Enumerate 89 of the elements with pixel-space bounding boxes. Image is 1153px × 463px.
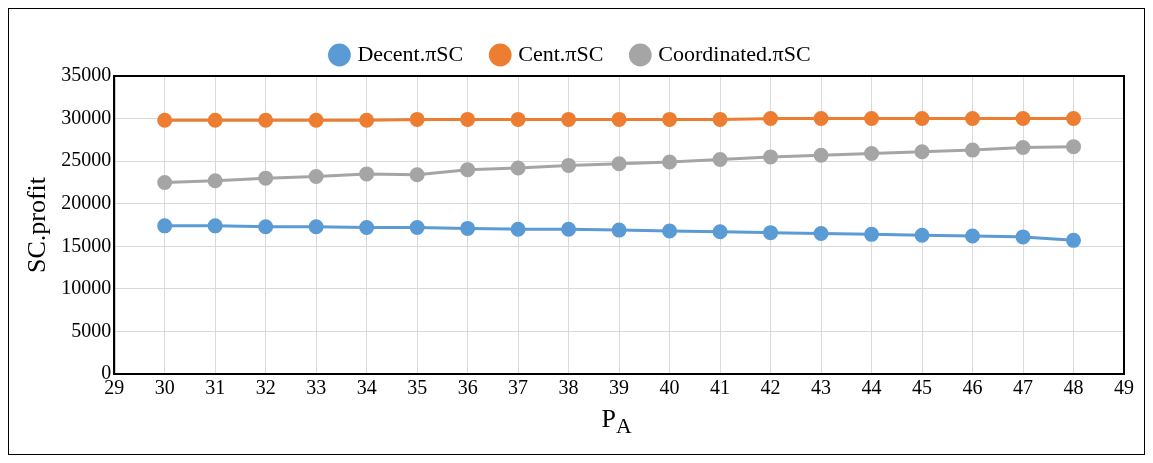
point [763,149,779,165]
point [157,174,173,190]
point [359,112,375,128]
point [1066,232,1082,248]
point [1015,229,1031,245]
x-tick-label: 35 [407,376,428,399]
y-tick-label: 25000 [61,148,112,171]
point [258,170,274,186]
point [611,111,627,127]
point [157,218,173,234]
x-tick-label: 32 [255,376,276,399]
x-tick-label: 37 [508,376,529,399]
point [611,156,627,172]
legend-label: Coordinated.πSC [658,40,811,66]
point [561,111,577,127]
point [258,219,274,235]
point [409,111,425,127]
point [813,226,829,242]
point [409,220,425,236]
legend-label: Cent.πSC [518,40,604,66]
point [813,147,829,163]
point [662,111,678,127]
point [662,223,678,239]
x-tick-label: 36 [457,376,478,399]
point [308,168,324,184]
point [510,160,526,176]
point [207,173,223,189]
point [308,219,324,235]
point [712,151,728,167]
x-tick-label: 41 [710,376,731,399]
x-tick-label: 39 [609,376,630,399]
y-tick-label: 30000 [61,105,112,128]
y-tick-label: 5000 [71,318,112,341]
point [207,218,223,234]
point [712,224,728,240]
point [460,111,476,127]
x-tick-label: 33 [306,376,327,399]
point [763,111,779,127]
point [965,111,981,127]
x-tick-label: 38 [558,376,579,399]
point [561,157,577,173]
point [510,221,526,237]
point [510,111,526,127]
x-tick-label: 47 [1013,376,1034,399]
point [1015,140,1031,156]
point [914,111,930,127]
legend-label: Decent.πSC [357,40,464,66]
point [308,112,324,128]
point [1066,111,1082,127]
point [864,226,880,242]
point [460,162,476,178]
point [359,166,375,182]
point [914,227,930,243]
x-tick-label: 46 [962,376,983,399]
point [965,142,981,158]
point [864,111,880,127]
x-tick-label: 34 [356,376,377,399]
point [763,225,779,241]
y-tick-label: 15000 [61,233,112,256]
x-tick-label: 43 [811,376,832,399]
x-tick-label: 30 [154,376,175,399]
point [813,111,829,127]
point [965,228,981,244]
y-axis-title: SC.profit [22,176,52,274]
y-tick-label: 20000 [61,190,112,213]
point [864,145,880,161]
point [712,111,728,127]
x-tick-label: 48 [1063,376,1084,399]
x-axis-title: P$_{A}$ [600,404,633,440]
point [1015,111,1031,127]
point [460,220,476,236]
x-tick-label: 45 [912,376,933,399]
x-tick-label: 44 [861,376,882,399]
x-tick-label: 49 [1114,376,1134,399]
point [207,112,223,128]
point [914,144,930,160]
point [662,154,678,170]
point [359,220,375,236]
x-tick-label: 40 [659,376,680,399]
y-tick-label: 35000 [61,63,112,86]
point [1066,139,1082,155]
point [157,112,173,128]
y-tick-label: 10000 [61,276,112,299]
point [611,222,627,238]
point [561,221,577,237]
x-tick-label: 42 [760,376,781,399]
x-tick-label: 31 [205,376,226,399]
point [409,167,425,183]
point [258,112,274,128]
